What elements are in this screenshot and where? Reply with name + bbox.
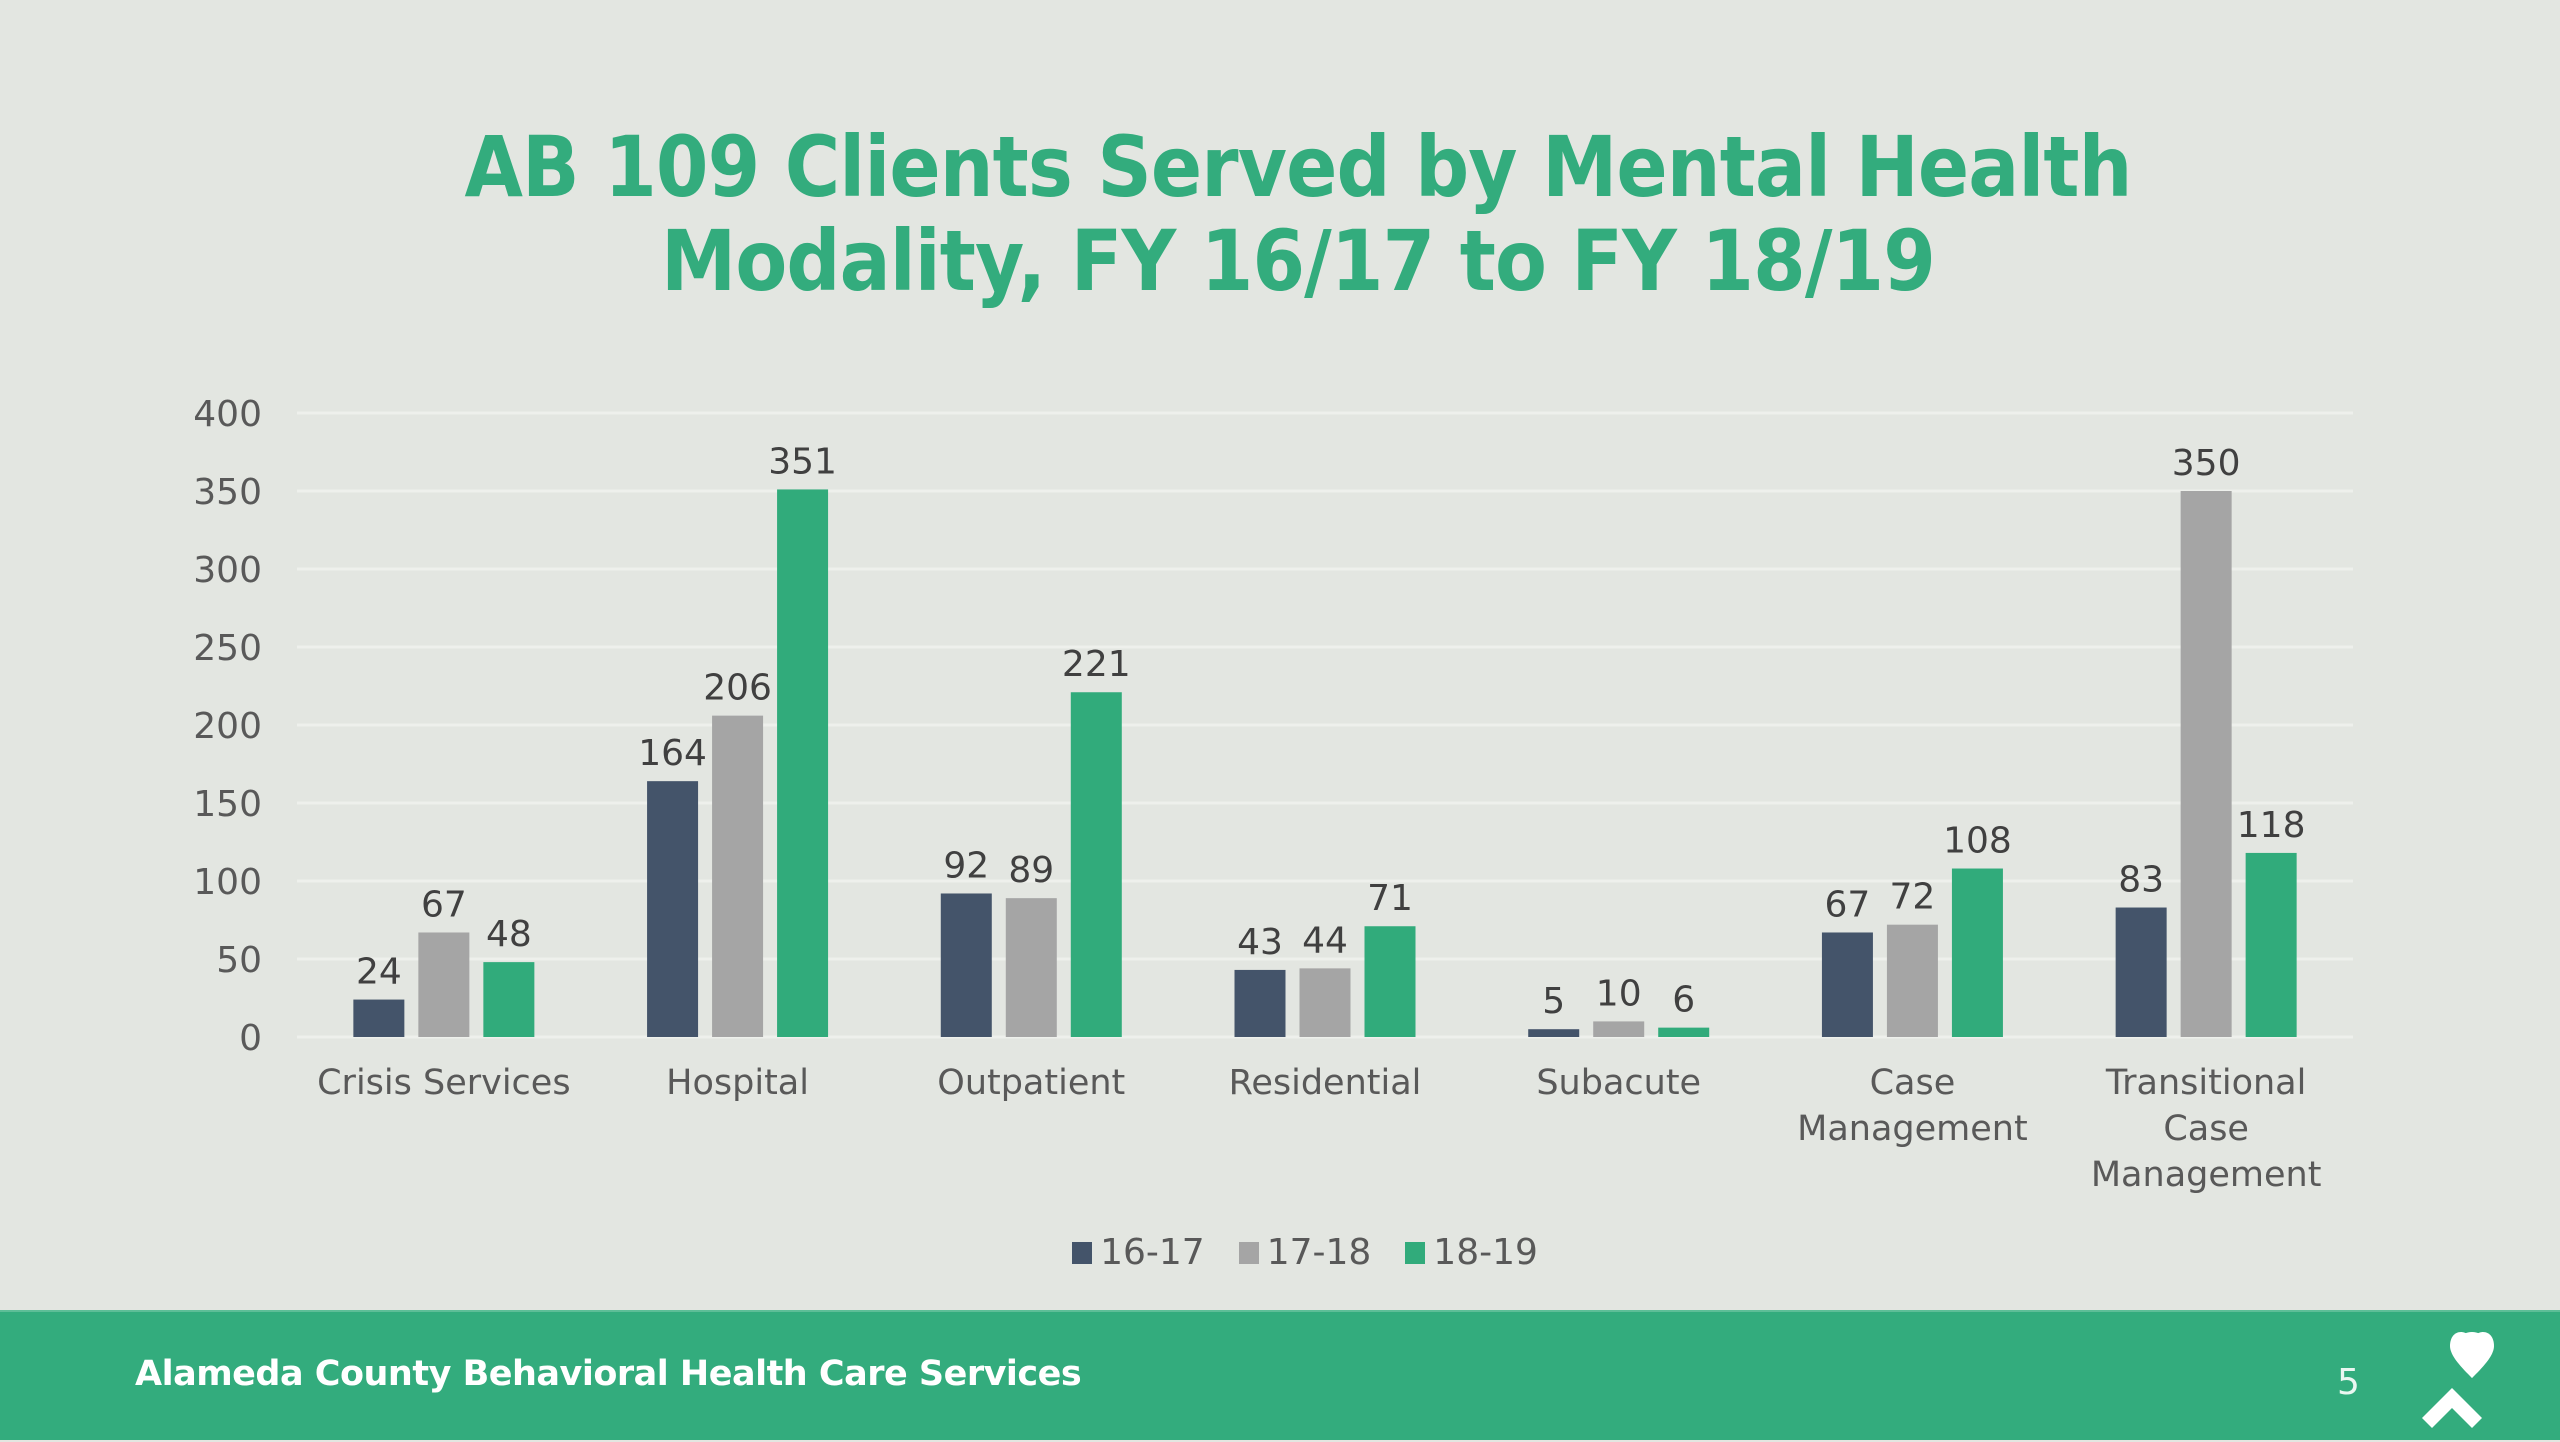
bar-16-17 <box>647 781 699 1037</box>
bar-16-17 <box>1821 932 1873 1037</box>
slide-title: AB 109 Clients Served by Mental Health M… <box>130 120 2466 308</box>
x-axis-label: Crisis Services <box>317 1063 570 1103</box>
y-tick-label: 200 <box>193 706 262 747</box>
x-axis-labels: Crisis Services Hospital Outpatient Residen… <box>317 1063 2321 1195</box>
legend-label: 16-17 <box>1100 1232 1205 1273</box>
heart-chevron-logo-icon <box>2422 1332 2494 1428</box>
data-label: 206 <box>703 668 772 709</box>
x-axis-label: Residential <box>1229 1063 1422 1103</box>
data-label: 48 <box>486 914 532 955</box>
slide-title-line-2: Modality, FY 16/17 to FY 18/19 <box>661 212 1936 310</box>
data-label: 67 <box>421 884 467 925</box>
bar-18-19 <box>1070 692 1122 1037</box>
footer-organization-name: Alameda County Behavioral Health Care Se… <box>135 1354 1082 1394</box>
data-label: 67 <box>1825 884 1871 925</box>
data-label: 43 <box>1237 922 1283 963</box>
y-tick-label: 350 <box>193 472 262 513</box>
legend-label: 18-19 <box>1433 1232 1538 1273</box>
x-axis-label: Hospital <box>666 1063 809 1103</box>
bar-16-17 <box>2115 907 2167 1037</box>
bar-17-18 <box>712 715 764 1037</box>
bar-16-17 <box>1234 969 1286 1037</box>
data-label: 89 <box>1008 850 1054 891</box>
y-axis-ticks: 0 50 100 150 200 250 300 350 400 <box>193 394 262 1059</box>
y-tick-label: 150 <box>193 784 262 825</box>
data-label: 71 <box>1367 878 1413 919</box>
data-label: 92 <box>943 845 989 886</box>
bar-16-17 <box>1528 1029 1580 1037</box>
chevron-up-icon <box>2422 1388 2482 1428</box>
y-tick-label: 0 <box>239 1018 262 1059</box>
heart-right-lobe <box>2472 1332 2494 1378</box>
bar-18-19 <box>1951 868 2003 1037</box>
bar-16-17 <box>353 999 405 1037</box>
bar-18-19 <box>2245 852 2297 1037</box>
y-tick-label: 100 <box>193 862 262 903</box>
x-axis-label: Subacute <box>1536 1063 1701 1103</box>
data-label: 72 <box>1890 877 1936 918</box>
bar-17-18 <box>2180 491 2232 1037</box>
bar-16-17 <box>940 893 992 1037</box>
footer-bar: Alameda County Behavioral Health Care Se… <box>0 1310 2560 1440</box>
data-label: 108 <box>1943 821 2012 862</box>
x-axis-label: Transitional <box>2105 1063 2306 1103</box>
x-axis-label: Outpatient <box>937 1063 1125 1103</box>
legend-swatch <box>1238 1241 1259 1264</box>
heart-left-lobe <box>2450 1332 2472 1378</box>
slide-title-line-1: AB 109 Clients Served by Mental Health <box>464 118 2132 216</box>
data-label: 44 <box>1302 920 1348 961</box>
data-label: 351 <box>768 441 837 482</box>
bars <box>353 489 2297 1037</box>
y-tick-label: 250 <box>193 628 262 669</box>
gridlines <box>297 411 2353 1039</box>
data-label: 5 <box>1542 981 1565 1022</box>
x-axis-label: Management <box>1797 1109 2028 1149</box>
page-number: 5 <box>2337 1362 2360 1403</box>
data-label: 83 <box>2118 860 2164 901</box>
legend-item: 17-18 <box>1238 1232 1372 1273</box>
legend-label: 17-18 <box>1266 1232 1372 1273</box>
bar-18-19 <box>1658 1027 1710 1037</box>
bar-18-19 <box>483 962 535 1037</box>
data-label: 350 <box>2172 443 2241 484</box>
data-label: 6 <box>1672 980 1695 1021</box>
legend-swatch <box>1405 1241 1426 1264</box>
x-axis-label: Case <box>1870 1063 1956 1103</box>
bar-chart: 0 50 100 150 200 250 300 350 400 24 67 48 164 206 351… <box>193 394 2353 1195</box>
legend-swatch <box>1072 1241 1093 1264</box>
data-label: 10 <box>1596 973 1642 1014</box>
bar-18-19 <box>777 489 829 1037</box>
legend-item: 18-19 <box>1405 1232 1538 1273</box>
y-tick-label: 50 <box>216 940 262 981</box>
x-axis-label: Case <box>2163 1109 2249 1149</box>
x-axis-label: Management <box>2091 1155 2322 1195</box>
data-label: 24 <box>356 952 402 993</box>
legend-item: 16-17 <box>1072 1232 1205 1273</box>
chart-legend: 16-17 17-18 18-19 <box>0 1232 2560 1273</box>
bar-17-18 <box>1886 924 1938 1037</box>
bar-17-18 <box>1593 1021 1645 1037</box>
bar-17-18 <box>418 932 470 1037</box>
data-label: 221 <box>1062 644 1131 685</box>
bar-17-18 <box>1005 898 1057 1037</box>
data-label: 118 <box>2237 805 2306 846</box>
bar-17-18 <box>1299 968 1351 1037</box>
data-label: 164 <box>638 733 707 774</box>
bar-18-19 <box>1364 926 1416 1037</box>
y-tick-label: 300 <box>193 550 262 591</box>
y-tick-label: 400 <box>193 394 262 435</box>
